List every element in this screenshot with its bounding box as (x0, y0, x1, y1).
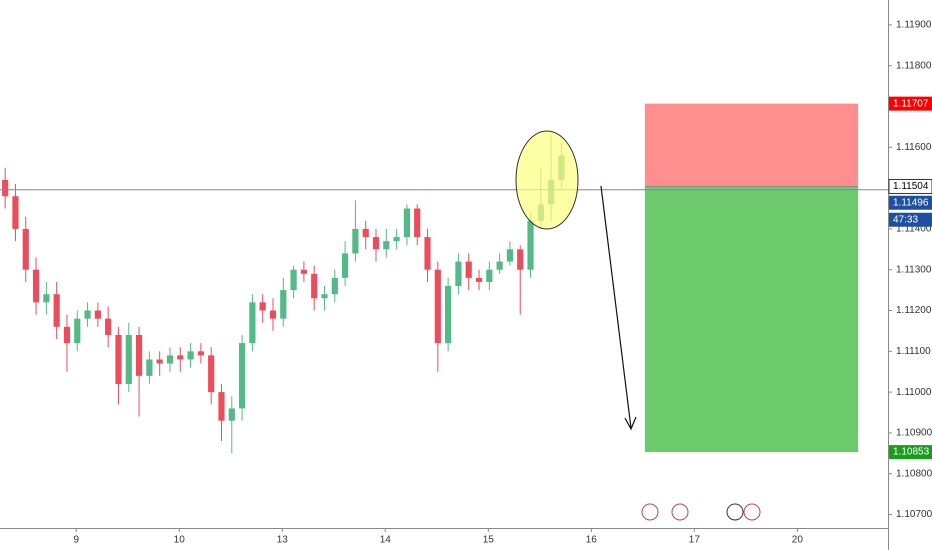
candle-body (445, 286, 452, 344)
stop-zone (644, 103, 859, 187)
candle-body (269, 310, 277, 319)
candle-body (53, 294, 60, 327)
y-tick-label: 1.11100 (896, 346, 931, 357)
highlight-ellipse (515, 130, 579, 230)
candle-body (84, 310, 91, 319)
x-tick-label: 9 (73, 535, 79, 546)
last-price-label: 1.11496 (893, 197, 929, 208)
arrow-head (624, 416, 637, 431)
candle-body (43, 294, 50, 303)
y-tick-label: 1.10800 (896, 468, 932, 479)
x-tick-label: 20 (792, 535, 804, 546)
x-tick-label: 16 (586, 535, 598, 546)
candle-body (156, 359, 163, 364)
candle-body (372, 237, 380, 250)
x-tick-label: 10 (174, 535, 186, 546)
candle-body (166, 355, 174, 364)
candle-body (187, 351, 194, 360)
x-tick-label: 17 (689, 535, 701, 546)
stop-price-label-bg (889, 96, 932, 111)
candle-body (280, 290, 287, 319)
event-icons (641, 503, 761, 521)
candle-body (259, 302, 266, 311)
y-tick-label: 1.10900 (896, 428, 932, 439)
candle-body (12, 196, 19, 229)
candle-body (115, 334, 122, 384)
event-icon (743, 503, 761, 521)
candle-body (383, 241, 390, 250)
candle-body (506, 249, 514, 262)
y-tick-label: 1.11000 (896, 387, 932, 398)
candle-body (321, 294, 328, 299)
target-price-label-bg (889, 445, 932, 460)
candle-body (22, 228, 29, 270)
candle-body (527, 220, 534, 270)
candle-body (434, 269, 441, 344)
candle-body (300, 269, 307, 274)
stop-price-label: 1.11707 (893, 98, 929, 109)
y-tick-label: 1.11400 (896, 224, 932, 235)
y-tick-label: 1.11600 (896, 142, 932, 153)
axes: 1.11900 1.11800 1.11600 1.11400 1.11300 1.112… (73, 20, 932, 546)
candle-body (455, 261, 462, 287)
candle-body (74, 318, 81, 344)
event-icon (726, 503, 744, 521)
candles (0, 135, 888, 454)
y-tick-label: 1.10700 (896, 509, 932, 520)
y-tick-label: 1.11200 (896, 305, 932, 316)
candle-body (238, 343, 246, 409)
last-price-label-bg (889, 195, 932, 210)
target-price-label: 1.10853 (893, 447, 930, 458)
candle-body (125, 334, 132, 384)
y-tick-label: 1.11300 (896, 264, 932, 275)
y-tick-label: 1.11900 (896, 20, 932, 31)
target-zone (644, 186, 859, 453)
candle-body (342, 253, 349, 278)
candle-body (2, 179, 9, 197)
candle-body (331, 277, 338, 295)
candle-body (393, 237, 400, 242)
candle-body (517, 249, 524, 270)
candle-body (177, 355, 184, 360)
candle-body (218, 392, 225, 421)
candle-body (352, 228, 359, 254)
candle-body (414, 208, 421, 238)
candle-body (63, 326, 71, 344)
candle-body (32, 269, 40, 303)
countdown-label-bg (889, 212, 932, 227)
candle-body (135, 334, 143, 376)
candle-body (228, 408, 235, 421)
candle-body (197, 351, 204, 356)
candle-body (465, 261, 472, 278)
entry-price-label: 1.11504 (893, 181, 929, 192)
x-tick-label: 15 (483, 535, 495, 546)
candle-body (496, 261, 503, 270)
candle-body (208, 355, 215, 393)
candle-body (311, 273, 318, 299)
candle-body (362, 228, 369, 238)
candle-body (94, 310, 101, 319)
candle-body (486, 269, 493, 282)
entry-price-label-bg (888, 178, 932, 194)
candle-body (424, 237, 431, 270)
event-icon (671, 503, 689, 521)
countdown-label: 47:33 (893, 214, 918, 225)
candle-body (146, 359, 153, 376)
candle-body (475, 277, 483, 282)
candle-body (403, 208, 411, 238)
position-box (644, 103, 859, 453)
arrow-line (600, 185, 632, 429)
candle-body (290, 269, 297, 291)
x-tick-label: 14 (380, 535, 392, 546)
x-tick-label: 13 (277, 535, 289, 546)
y-tick-label: 1.11800 (896, 60, 932, 71)
candle-body (249, 302, 256, 344)
event-icon (641, 503, 659, 521)
candle-body (105, 318, 112, 335)
